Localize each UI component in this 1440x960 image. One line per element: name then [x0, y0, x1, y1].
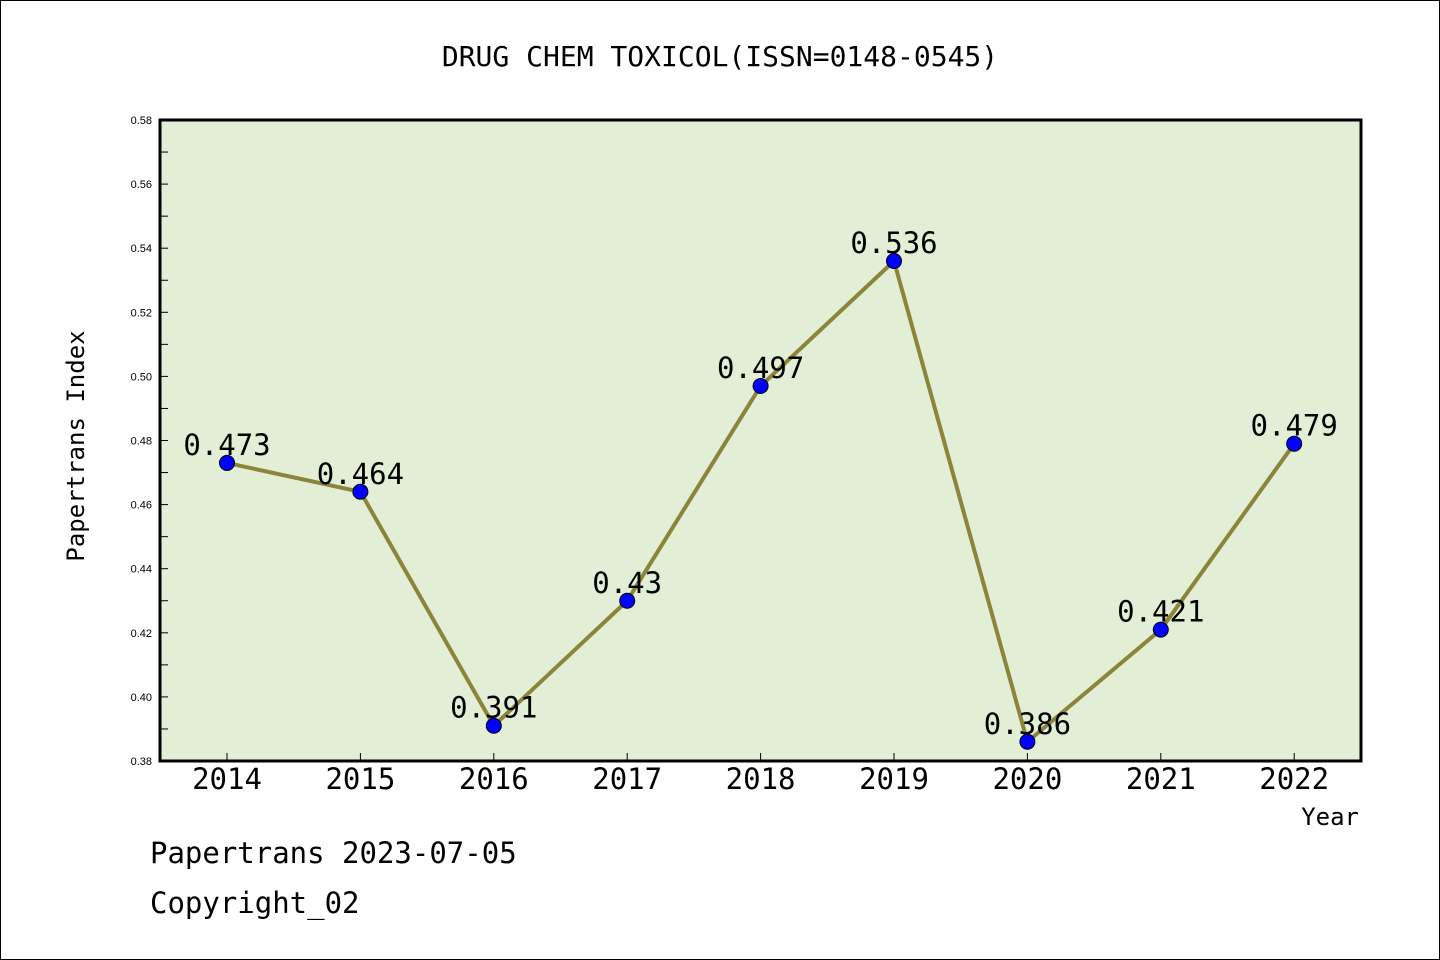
y-tick-label: 0.42	[131, 628, 152, 640]
x-tick-label: 2016	[459, 762, 529, 796]
data-point	[485, 717, 502, 734]
x-tick-label: 2018	[726, 762, 796, 796]
series-papertrans-index: 0.473 0.464 0.391 0.43 0.497 0.536 0.386 0.421 0…	[183, 226, 1338, 750]
x-tick-label: 2019	[859, 762, 929, 796]
data-label: 0.421	[1117, 595, 1204, 629]
data-label: 0.391	[450, 691, 537, 725]
x-tick-label: 2014	[192, 762, 262, 796]
data-point	[619, 592, 636, 609]
data-point	[219, 454, 235, 471]
x-tick-label: 2015	[325, 762, 395, 796]
x-tick-label: 2022	[1259, 762, 1329, 796]
x-axis-label: Year	[1301, 803, 1359, 831]
data-label: 0.473	[183, 428, 270, 462]
data-point	[1152, 621, 1169, 638]
y-tick-label: 0.54	[131, 243, 152, 255]
data-label: 0.497	[717, 351, 804, 385]
x-tick-label: 2017	[592, 762, 662, 796]
data-label: 0.479	[1251, 409, 1338, 443]
chart-title: DRUG CHEM TOXICOL(ISSN=0148-0545)	[442, 40, 998, 73]
y-tick-label: 0.52	[131, 307, 152, 319]
footer-date: Papertrans 2023-07-05	[150, 836, 517, 870]
data-point	[886, 253, 902, 270]
data-point	[752, 378, 769, 395]
x-tick-label: 2020	[992, 762, 1062, 796]
data-label: 0.464	[317, 457, 404, 491]
data-point	[1019, 733, 1036, 750]
y-tick-label: 0.48	[131, 436, 152, 448]
plot-area	[158, 118, 1363, 763]
data-label: 0.386	[984, 707, 1071, 741]
data-label: 0.536	[850, 226, 937, 260]
y-tick-label: 0.56	[131, 179, 152, 191]
x-tick-label: 2021	[1126, 762, 1196, 796]
y-axis-label: Papertrans Index	[62, 330, 90, 561]
y-tick-label: 0.44	[131, 564, 152, 576]
data-point	[352, 483, 369, 500]
y-tick-label: 0.58	[131, 115, 152, 127]
data-point	[1286, 435, 1303, 452]
y-axis-ticks: 0.38 0.40 0.42 0.44 0.46 0.48 0.50 0.52 0.54 0.56…	[131, 115, 168, 768]
x-axis-ticks: 2014 2015 2016 2017 2018 2019 2020 2021 2022	[192, 753, 1329, 796]
y-tick-label: 0.40	[131, 692, 152, 704]
y-tick-label: 0.46	[131, 500, 152, 512]
y-tick-label: 0.38	[131, 756, 152, 768]
y-tick-label: 0.50	[131, 371, 152, 383]
data-label: 0.43	[592, 566, 662, 600]
footer-copyright: Copyright_02	[150, 886, 360, 920]
